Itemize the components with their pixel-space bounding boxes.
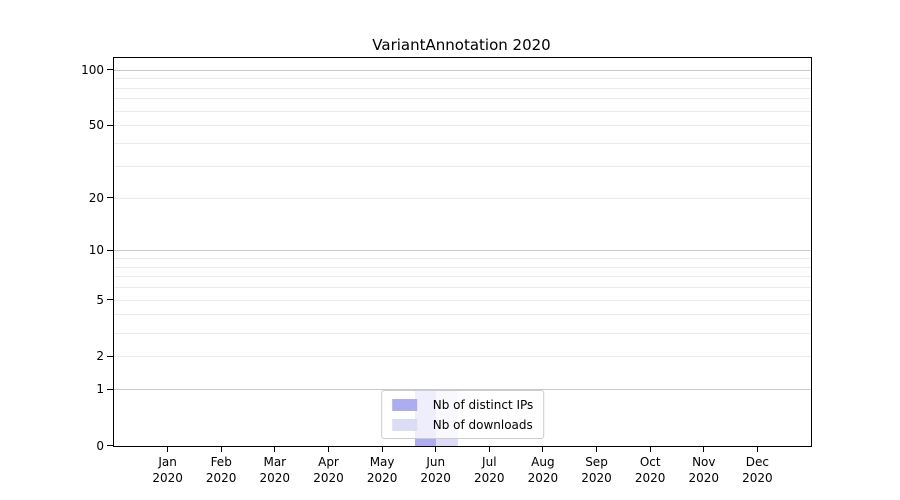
x-tick-jan [167,447,169,452]
gridline-y-70 [114,98,811,100]
x-tick-aug [542,447,544,452]
x-tick-label-sep: Sep 2020 [565,454,629,486]
x-tick-label-month: Aug [531,455,555,469]
x-tick-label-year: 2020 [474,471,505,485]
y-tick-label-50: 50 [88,118,104,133]
x-tick-label-year: 2020 [366,471,398,485]
gridline-y-10 [114,250,811,252]
x-tick-label-month: Jan [158,455,177,469]
x-tick-oct [649,447,651,452]
y-tick-100 [107,69,113,71]
gridline-y-6 [114,287,811,288]
y-tick-label-100: 100 [81,62,104,77]
gridline-y-2 [114,356,811,357]
y-tick-0 [107,445,113,446]
x-tick-label-month: Feb [210,455,232,469]
legend-item-nb-of-distinct-ips: Nb of distinct IPs [391,397,534,412]
x-tick-label-year: 2020 [634,471,666,485]
x-tick-label-month: Sep [585,455,608,469]
legend-label: Nb of downloads [432,417,533,432]
x-tick-sep [596,447,597,452]
x-tick-label-year: 2020 [152,471,183,485]
plot-area: Nb of distinct IPs Nb of downloads 0 1 2 5 10… [81,57,812,485]
x-tick-label-month: Apr [318,455,339,469]
gridline-y-9 [114,258,811,259]
legend: Nb of distinct IPs Nb of downloads [380,390,545,439]
gridline-y-50 [114,125,811,127]
gridline-y-8 [114,266,811,268]
x-tick-label-dec: Dec 2020 [725,454,789,486]
x-tick-feb [220,447,222,452]
x-tick-label-year: 2020 [420,471,451,485]
x-tick-label-aug: Aug 2020 [511,454,575,486]
gridline-y-100 [114,69,811,71]
x-tick-label-apr: Apr 2020 [297,454,361,486]
x-tick-label-jul: Jul 2020 [457,454,521,486]
legend-label: Nb of distinct IPs [432,397,534,412]
legend-color-swatch [391,398,417,411]
x-tick-may [381,447,383,452]
x-tick-jul [488,447,490,452]
gridline-y-4 [114,314,811,316]
x-tick-label-month: Oct [639,455,661,469]
x-tick-label-month: Dec [745,455,769,469]
y-tick-50 [107,124,113,126]
x-tick-label-may: May 2020 [350,454,414,486]
gridline-y-5 [114,299,811,301]
x-tick-label-month: Nov [692,455,716,469]
y-tick-2 [107,355,113,357]
y-tick-label-0: 0 [96,438,104,453]
x-tick-label-jan: Jan 2020 [136,454,200,486]
x-tick-label-month: Jun [426,455,446,469]
gridline-y-60 [114,110,811,112]
gridline-y-80 [114,87,811,89]
x-tick-label-year: 2020 [205,471,237,485]
chart-title: VariantAnnotation 2020 [372,36,551,54]
x-tick-label-oct: Oct 2020 [618,454,682,486]
legend-item-nb-of-downloads: Nb of downloads [391,417,534,432]
y-tick-1 [107,388,113,390]
x-tick-label-year: 2020 [581,471,612,485]
x-tick-label-jun: Jun 2020 [404,454,468,486]
x-tick-label-nov: Nov 2020 [672,454,736,486]
x-tick-label-month: Jul [482,455,497,469]
x-tick-mar [274,447,276,452]
gridline-y-30 [114,165,811,167]
x-tick-label-month: Mar [263,455,287,469]
x-tick-jun [435,447,437,452]
gridline-y-1 [114,389,811,391]
x-tick-apr [328,447,329,452]
legend-color-swatch [391,418,417,431]
gridline-y-90 [114,78,811,80]
x-tick-label-year: 2020 [688,471,720,485]
y-tick-label-5: 5 [96,292,104,307]
x-tick-dec [756,447,758,452]
gridline-y-3 [114,332,811,334]
y-tick-5 [107,299,113,301]
gridline-y-40 [114,143,811,145]
y-tick-10 [107,249,113,251]
y-tick-label-1: 1 [96,382,104,397]
x-tick-label-year: 2020 [313,471,344,485]
x-tick-nov [703,447,705,452]
x-tick-label-month: May [369,455,395,469]
gridline-y-20 [114,197,811,199]
y-tick-20 [107,197,113,199]
x-tick-label-feb: Feb 2020 [189,454,253,486]
y-tick-label-20: 20 [88,190,104,205]
y-tick-label-2: 2 [96,349,104,363]
gridline-y-7 [114,276,811,278]
y-tick-label-10: 10 [88,243,104,258]
x-tick-label-year: 2020 [527,471,559,485]
x-tick-label-mar: Mar 2020 [243,454,307,486]
x-tick-label-year: 2020 [742,471,773,485]
x-tick-label-year: 2020 [259,471,291,485]
